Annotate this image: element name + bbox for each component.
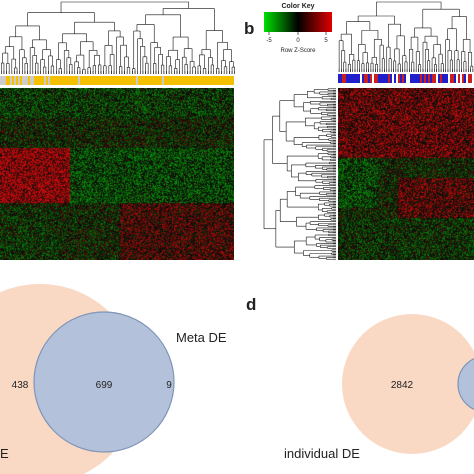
venn-c-small-circle (33, 311, 175, 453)
panel-b: b Color Key -5 0 5 Row Z-Score (238, 0, 474, 262)
dendrogram-side-b (263, 88, 336, 260)
venn-d-big-circle (342, 314, 474, 454)
dendrogram-top-a (1, 1, 235, 74)
venn-c-meta-de-label: Meta DE (176, 330, 227, 345)
venn-c-right-count: 9 (166, 380, 172, 391)
heatmap-a (0, 88, 234, 260)
color-key-tick-mid: 0 (296, 38, 300, 44)
venn-d-individual-de-label: individual DE (284, 446, 360, 461)
annotation-bar-a (0, 76, 234, 85)
color-key-tick-high: 5 (324, 38, 328, 44)
venn-c-overlap-count: 699 (96, 380, 113, 391)
venn-d: d 2842 individual DE (246, 295, 474, 461)
panel-letter-d: d (246, 295, 256, 314)
venn-c-left-count: 438 (12, 380, 29, 391)
heatmap-b (338, 88, 474, 260)
venn-d-small-circle (457, 358, 474, 410)
color-key-title: Color Key (281, 3, 314, 10)
color-key: b Color Key -5 0 5 Row Z-Score (244, 3, 332, 54)
annotation-bar-b (338, 74, 474, 83)
venn-c: 438 699 9 Meta DE E (0, 284, 227, 474)
color-key-tick-low: -5 (266, 38, 272, 44)
venn-d-left-count: 2842 (391, 380, 414, 391)
panel-a (0, 0, 236, 262)
panel-letter-b: b (244, 19, 254, 38)
color-key-xlabel: Row Z-Score (280, 48, 316, 54)
dendrogram-top-b (338, 1, 474, 72)
venn-c-e-label: E (0, 446, 9, 461)
color-key-gradient (264, 12, 332, 32)
